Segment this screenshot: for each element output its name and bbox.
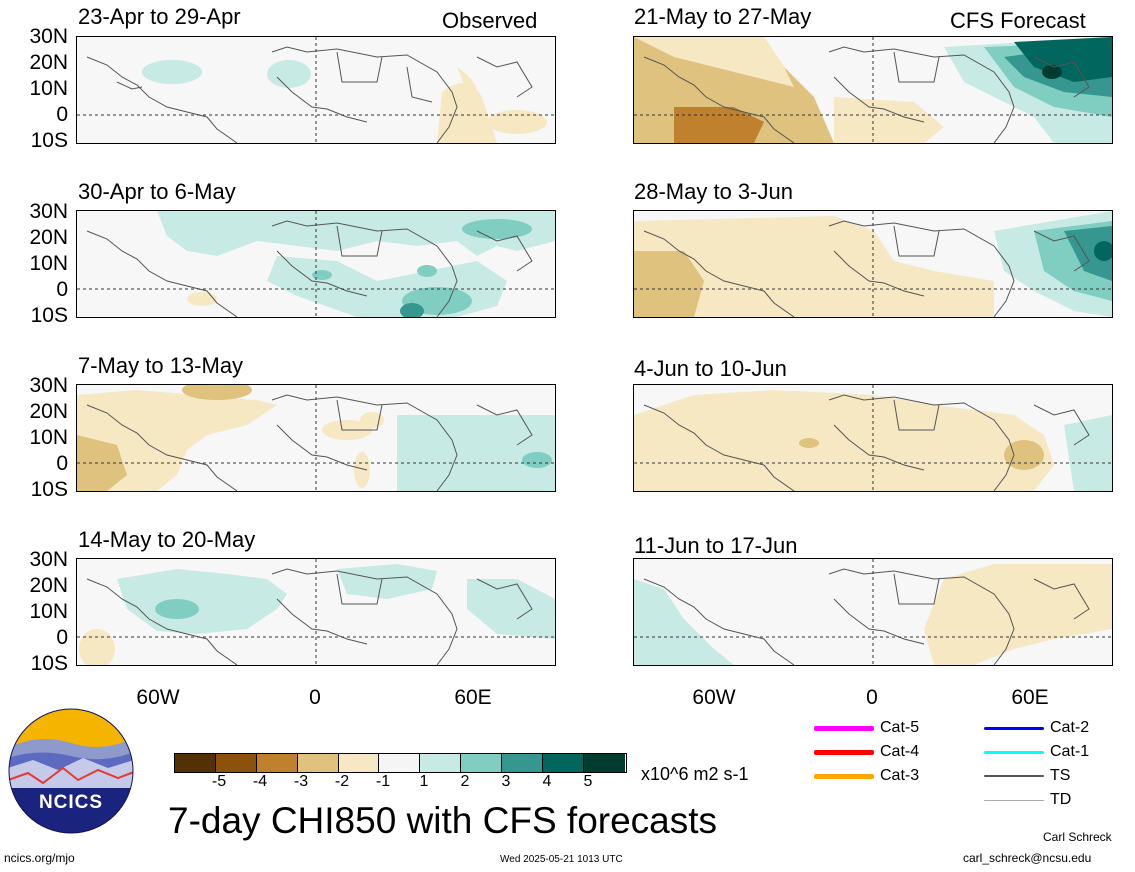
colorbar-swatch (256, 754, 298, 772)
legend-label: Cat-4 (880, 743, 920, 760)
legend-swatch (814, 749, 874, 755)
lat-tick-label: 0 (56, 452, 68, 475)
legend-label: Cat-1 (1050, 743, 1090, 760)
logo-text: NCICS (38, 792, 104, 813)
lat-tick-label: 20N (29, 574, 68, 597)
panel-title: 11-Jun to 17-Jun (634, 533, 798, 558)
map-panel-observed-4 (76, 558, 556, 666)
colorbar-swatch (297, 754, 339, 772)
lat-tick-label: 10N (29, 600, 68, 623)
footer-timestamp: Wed 2025-05-21 1013 UTC (500, 854, 623, 865)
lat-tick-label: 20N (29, 51, 68, 74)
colorbar-swatch (583, 754, 625, 772)
legend-label: TD (1050, 791, 1072, 808)
lat-tick-label: 0 (56, 278, 68, 301)
colorbar-swatch (543, 754, 584, 772)
legend-swatch (814, 725, 874, 731)
observed-label: Observed (442, 8, 538, 33)
footer-email[interactable]: carl_schreck@ncsu.edu (963, 851, 1092, 865)
map-panel-forecast-4 (633, 558, 1113, 666)
lon-tick-label: 60E (1011, 686, 1049, 709)
colorbar-label: 1 (419, 773, 429, 790)
colorbar-label: -5 (211, 773, 227, 790)
lon-tick-label: 0 (866, 686, 878, 709)
legend-label: Cat-5 (880, 719, 920, 736)
colorbar-swatch (175, 754, 216, 772)
colorbar-swatch (420, 754, 462, 772)
main-title: 7-day CHI850 with CFS forecasts (168, 800, 718, 841)
panel-title: 28-May to 3-Jun (634, 179, 793, 204)
colorbar-label: -1 (375, 773, 391, 790)
colorbar-swatch (502, 754, 544, 772)
panel-title: 4-Jun to 10-Jun (634, 356, 787, 381)
legend-item-cat1: Cat-1 (984, 744, 1089, 760)
ncics-logo: NCICS (8, 708, 134, 834)
lat-tick-label: 10S (30, 129, 68, 152)
colorbar-swatch (215, 754, 257, 772)
colorbar-label: 4 (542, 773, 552, 790)
panel-title: 7-May to 13-May (78, 353, 244, 378)
lat-tick-label: 10N (29, 252, 68, 275)
footer-url[interactable]: ncics.org/mjo (4, 851, 75, 865)
map-panel-observed-3 (76, 384, 556, 492)
lon-tick-label: 60W (692, 686, 736, 709)
lat-tick-label: 10S (30, 652, 68, 675)
colorbar-label: 5 (583, 773, 593, 790)
forecast-label: CFS Forecast (950, 8, 1086, 33)
colorbar-swatch (461, 754, 503, 772)
colorbar-label: -3 (293, 773, 309, 790)
legend-item-cat3: Cat-3 (814, 768, 919, 784)
lat-tick-label: 30N (29, 200, 68, 223)
lat-tick-label: 30N (29, 548, 68, 571)
lat-tick-label: 0 (56, 626, 68, 649)
legend-label: Cat-3 (880, 767, 920, 784)
colorbar-label: 2 (460, 773, 470, 790)
lat-tick-label: 10N (29, 77, 68, 100)
legend-item-ts: TS (984, 768, 1070, 784)
legend-label: Cat-2 (1050, 719, 1090, 736)
colorbar-label: 3 (501, 773, 511, 790)
legend-item-cat5: Cat-5 (814, 720, 919, 736)
legend-swatch (984, 726, 1044, 730)
legend-swatch (984, 775, 1044, 777)
colorbar-label: -2 (334, 773, 350, 790)
panel-title: 21-May to 27-May (634, 4, 812, 29)
panel-title: 14-May to 20-May (78, 527, 256, 552)
legend-swatch (814, 773, 874, 779)
lat-tick-label: 20N (29, 400, 68, 423)
lon-tick-label: 60E (454, 686, 492, 709)
legend-swatch (984, 750, 1044, 754)
lat-tick-label: 10S (30, 304, 68, 327)
lat-tick-label: 10N (29, 426, 68, 449)
map-panel-forecast-1 (633, 36, 1113, 144)
legend-item-cat4: Cat-4 (814, 744, 919, 760)
lat-tick-label: 10S (30, 478, 68, 501)
panel-title: 23-Apr to 29-Apr (78, 4, 241, 29)
colorbar-units: x10^6 m2 s-1 (641, 764, 749, 784)
map-panel-forecast-2 (633, 210, 1113, 318)
lon-tick-label: 0 (309, 686, 321, 709)
footer-author: Carl Schreck (1043, 830, 1112, 844)
panel-title: 30-Apr to 6-May (78, 179, 236, 204)
colorbar-swatch (338, 754, 380, 772)
map-panel-observed-1 (76, 36, 556, 144)
map-panel-forecast-3 (633, 384, 1113, 492)
legend-item-td: TD (984, 792, 1071, 808)
lat-tick-label: 20N (29, 226, 68, 249)
colorbar (174, 753, 627, 773)
lat-tick-label: 30N (29, 25, 68, 48)
legend-label: TS (1050, 767, 1071, 784)
map-panel-observed-2 (76, 210, 556, 318)
lat-tick-label: 30N (29, 374, 68, 397)
lat-tick-label: 0 (56, 103, 68, 126)
lon-tick-label: 60W (136, 686, 180, 709)
colorbar-label: -4 (252, 773, 268, 790)
colorbar-swatch (379, 754, 421, 772)
legend-swatch (984, 799, 1044, 801)
legend-item-cat2: Cat-2 (984, 720, 1089, 736)
